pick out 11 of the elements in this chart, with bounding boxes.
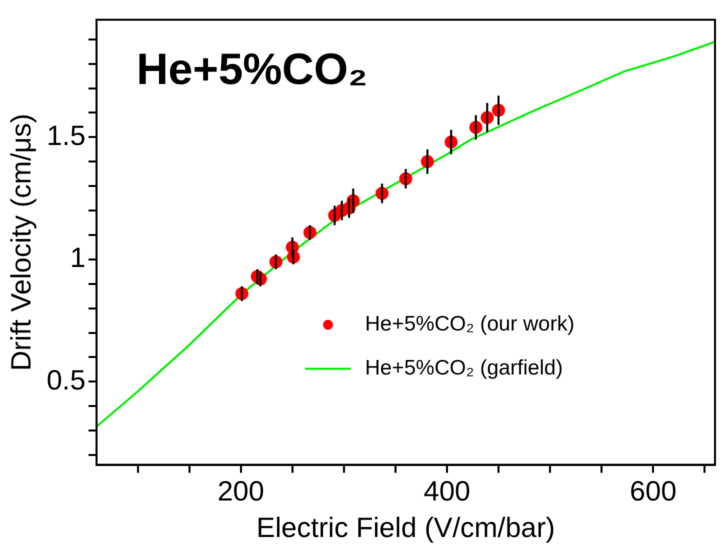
legend-label: He+5%CO₂ (our work) <box>365 312 574 336</box>
y-axis-title: Drift Velocity (cm/μs) <box>6 114 37 371</box>
x-tick-label: 200 <box>217 475 264 506</box>
legend-label: He+5%CO₂ (garfield) <box>365 356 563 380</box>
x-axis-title: Electric Field (V/cm/bar) <box>256 512 556 543</box>
y-tick-label: 1 <box>70 242 86 274</box>
text: He+5%CO₂ <box>136 44 368 94</box>
y-tick-label: 1.5 <box>46 120 86 151</box>
x-tick-label: 600 <box>630 475 677 506</box>
x-tick-label: 400 <box>424 475 470 506</box>
y-tick-label: 0.5 <box>46 364 86 396</box>
